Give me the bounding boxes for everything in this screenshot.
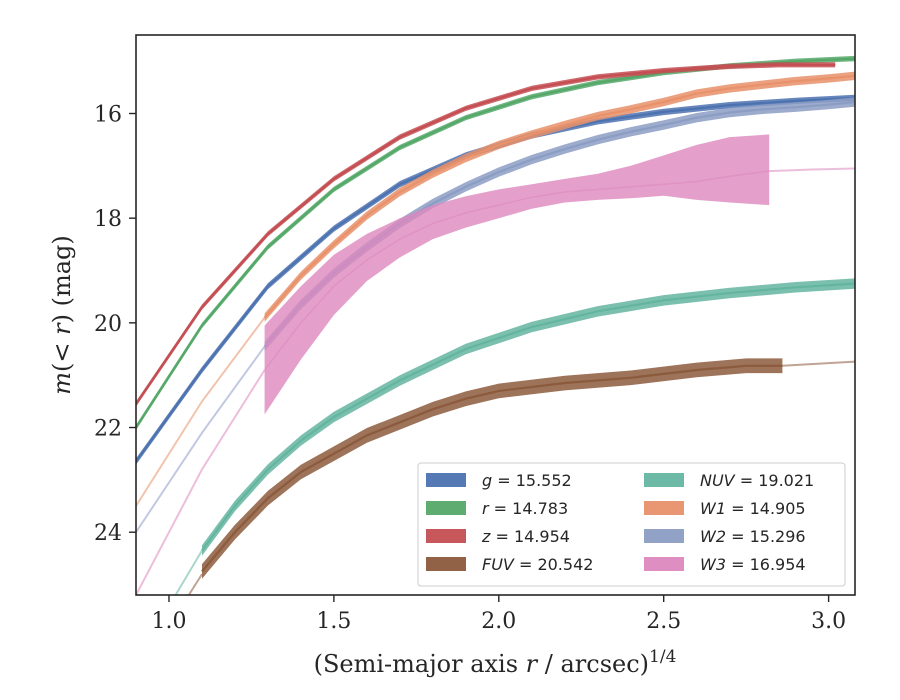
y-axis-title-close: ) (mag) bbox=[48, 235, 76, 323]
series-w3 bbox=[136, 134, 855, 595]
legend-swatch-g bbox=[426, 473, 466, 487]
x-tick-label: 3.0 bbox=[811, 609, 846, 634]
series-extension-w1 bbox=[136, 317, 266, 507]
series-line-nuv bbox=[201, 282, 855, 552]
series-line-w1 bbox=[263, 74, 855, 319]
y-tick-label: 20 bbox=[94, 312, 122, 337]
series-z bbox=[136, 62, 836, 407]
series-nuv bbox=[174, 278, 855, 595]
legend: g = 15.552 r = 14.783 z = 14.954 FUV = 20.5… bbox=[417, 462, 846, 587]
series-extension-w3 bbox=[136, 369, 266, 595]
y-tick-label: 18 bbox=[94, 207, 122, 232]
legend-label-nuv: NUV = 19.021 bbox=[700, 471, 814, 490]
y-tick-label: 16 bbox=[94, 103, 122, 128]
legend-label-r: r = 14.783 bbox=[482, 499, 568, 518]
series-extension-w3 bbox=[769, 167, 855, 173]
legend-swatch-fuv bbox=[426, 557, 466, 571]
series-extension-fuv bbox=[782, 360, 855, 367]
legend-label-g: g = 15.552 bbox=[482, 471, 572, 490]
x-tick-label: 1.5 bbox=[316, 609, 351, 634]
legend-label-w1: W1 = 14.905 bbox=[700, 499, 806, 518]
x-axis-title-post: / arcsec) bbox=[537, 650, 649, 678]
x-axis-title-var: r bbox=[526, 650, 539, 678]
x-axis-title: (Semi-major axis r / arcsec)1/4 bbox=[314, 647, 677, 678]
legend-swatch-w3 bbox=[644, 557, 684, 571]
series-layer bbox=[136, 55, 855, 595]
y-tick-label: 24 bbox=[94, 521, 122, 546]
x-axis-title-pre: (Semi-major axis bbox=[314, 650, 526, 678]
legend-swatch-nuv bbox=[644, 473, 684, 487]
y-axis-title: m(< r) (mag) bbox=[48, 235, 76, 395]
series-band-w2 bbox=[264, 97, 855, 352]
series-band-fuv bbox=[202, 358, 783, 579]
legend-swatch-r bbox=[426, 501, 466, 515]
y-axis-title-open: (< bbox=[48, 335, 76, 372]
legend-box bbox=[417, 462, 846, 587]
series-extension-nuv bbox=[174, 549, 203, 595]
series-line-fuv bbox=[201, 364, 783, 573]
series-band-w3 bbox=[264, 134, 770, 415]
series-line-z bbox=[136, 63, 836, 405]
series-fuv bbox=[187, 358, 855, 595]
series-line-w3 bbox=[264, 170, 770, 371]
series-w1 bbox=[136, 71, 855, 507]
plot-frame bbox=[135, 34, 856, 596]
legend-label-w3: W3 = 16.954 bbox=[700, 555, 806, 574]
y-axis-title-r: r bbox=[48, 322, 76, 335]
y-axis-title-m: m bbox=[48, 372, 76, 395]
legend-swatch-w2 bbox=[644, 529, 684, 543]
legend-label-fuv: FUV = 20.542 bbox=[482, 555, 593, 574]
legend-swatch-w1 bbox=[644, 501, 684, 515]
x-axis-title-sup: 1/4 bbox=[649, 647, 676, 667]
legend-label-z: z = 14.954 bbox=[481, 527, 570, 546]
x-tick-label: 2.0 bbox=[481, 609, 516, 634]
axes-layer: 1.0 1.5 2.0 2.5 3.0 16 18 20 22 24 bbox=[94, 103, 846, 634]
y-tick-label: 22 bbox=[94, 417, 122, 442]
series-extension-w2 bbox=[136, 345, 266, 533]
x-tick-label: 1.0 bbox=[151, 609, 186, 634]
series-extension-fuv bbox=[187, 573, 203, 595]
legend-swatch-z bbox=[426, 529, 466, 543]
x-tick-label: 2.5 bbox=[646, 609, 681, 634]
legend-label-w2: W2 = 15.296 bbox=[700, 527, 806, 546]
